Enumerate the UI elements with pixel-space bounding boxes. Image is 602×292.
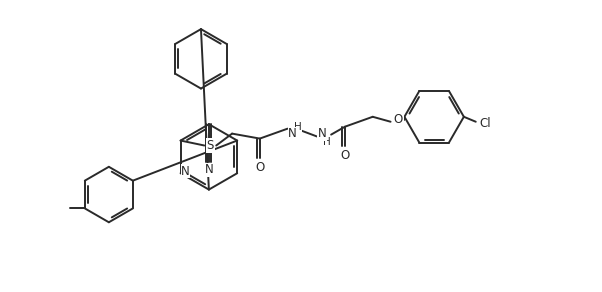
Text: N: N — [318, 127, 327, 140]
Text: H: H — [323, 137, 331, 147]
Text: N: N — [288, 127, 297, 140]
Text: O: O — [340, 149, 350, 162]
Text: S: S — [206, 139, 214, 152]
Text: O: O — [394, 113, 403, 126]
Text: N: N — [181, 165, 190, 178]
Text: Cl: Cl — [480, 117, 491, 130]
Text: O: O — [255, 161, 264, 174]
Text: N: N — [205, 163, 213, 176]
Text: H: H — [294, 122, 302, 132]
